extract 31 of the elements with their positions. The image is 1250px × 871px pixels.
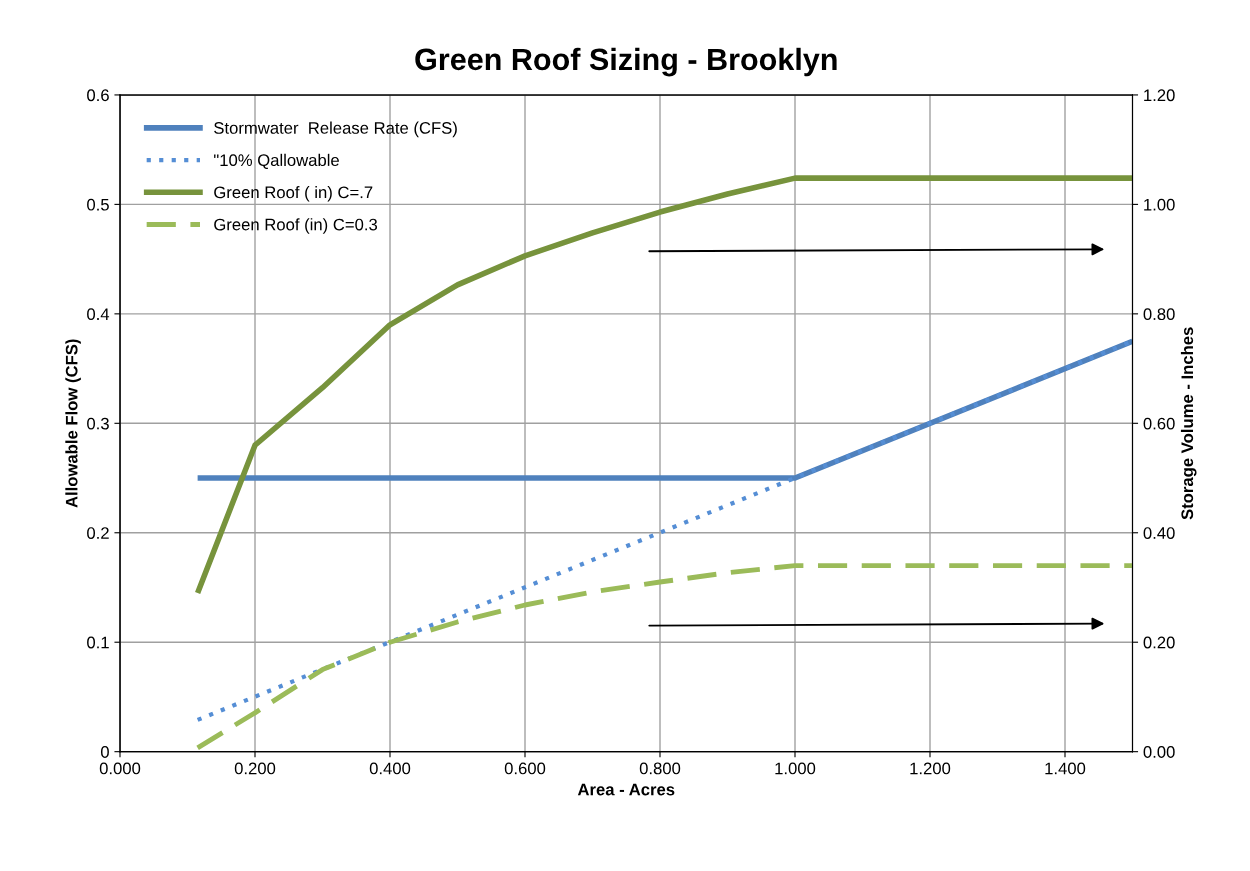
y-tick-label: 0.5 xyxy=(87,198,109,211)
y-tick-label: 0.6 xyxy=(87,89,109,102)
y2-tick-label: 0.60 xyxy=(1143,417,1175,430)
y-tick-label: 0 xyxy=(100,746,109,758)
legend-label: "10% Qallowable xyxy=(214,153,339,170)
x-tick-label: 0.200 xyxy=(234,762,276,775)
x-tick-label: 0.600 xyxy=(504,762,546,775)
y-tick-label: 0.2 xyxy=(87,527,109,539)
legend-label: Stormwater Release Rate (CFS) xyxy=(214,121,457,138)
y2-tick-label: 0.40 xyxy=(1143,527,1175,539)
y-tick-label: 0.1 xyxy=(87,636,109,649)
x-tick-label: 1.200 xyxy=(910,762,951,775)
y2-tick-label: 0.00 xyxy=(1143,746,1175,758)
line-series xyxy=(195,563,1133,751)
y2-axis-title: Storage Volume - Inches xyxy=(1180,327,1197,520)
y-tick-label: 0.3 xyxy=(87,417,109,430)
x-tick-label: 1.400 xyxy=(1045,762,1086,775)
x-tick-label: 0.800 xyxy=(639,762,681,775)
y2-tick-label: 0.80 xyxy=(1143,308,1175,321)
x-tick-label: 0.000 xyxy=(99,762,141,775)
y2-tick-label: 0.20 xyxy=(1143,636,1175,649)
y-axis-title: Allowable Flow (CFS) xyxy=(65,339,81,508)
legend-label: Green Roof (in) C=0.3 xyxy=(214,218,378,234)
x-tick-label: 0.400 xyxy=(369,762,411,775)
y2-tick-label: 1.00 xyxy=(1144,198,1175,211)
y-tick-label: 0.4 xyxy=(87,308,110,321)
y2-tick-label: 1.20 xyxy=(1144,89,1175,102)
chart-title: Green Roof Sizing - Brooklyn xyxy=(415,47,837,77)
x-tick-label: 1.000 xyxy=(775,762,816,775)
legend-label: Green Roof ( in) C=.7 xyxy=(214,186,373,202)
x-axis-title: Area - Acres xyxy=(577,783,675,796)
